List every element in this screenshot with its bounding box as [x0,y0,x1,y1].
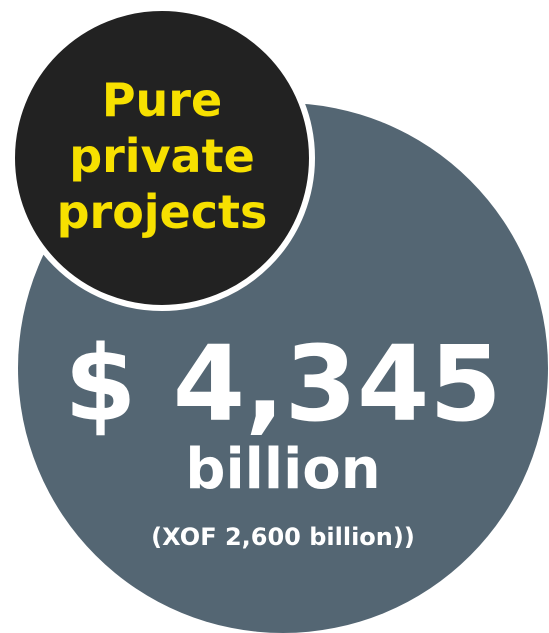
unit: billion [185,437,380,502]
badge-line: private [69,129,255,183]
badge-circle [9,5,315,311]
amount: $ 4,345 [64,323,502,445]
equivalent: (XOF 2,600 billion)) [151,523,415,551]
badge-line: projects [57,185,268,239]
badge-line: Pure [102,73,222,127]
